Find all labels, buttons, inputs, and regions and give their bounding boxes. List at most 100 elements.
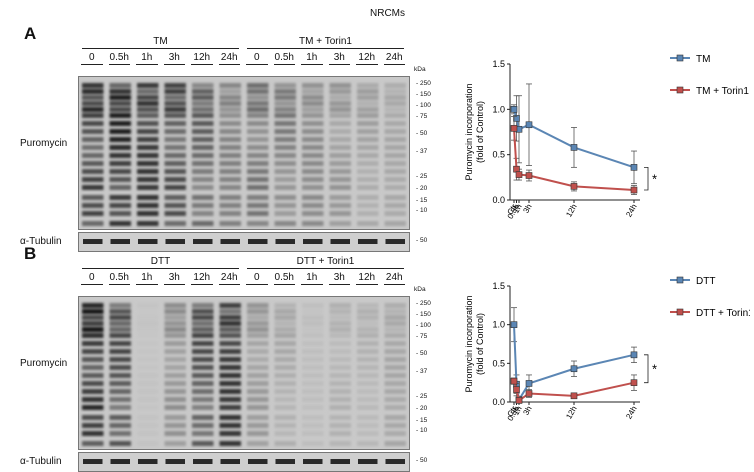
blot-band [302,381,324,386]
blot-band [302,95,324,100]
blot-band [164,83,186,88]
blot-band [137,381,159,386]
blot-band [219,185,241,190]
blot-band [192,121,214,126]
blot-band [247,431,269,436]
blot-band [302,321,324,326]
blot-band [219,101,241,106]
blot-band [274,389,296,394]
blot-band [247,397,269,402]
row-label: Puromycin [20,138,68,149]
blot-band [219,381,241,386]
blot-band [384,185,406,190]
blot-band [192,153,214,158]
blot-band [302,129,324,134]
tubulin-band [248,459,268,464]
lane-label: 0.5h [109,272,129,283]
blot-band [137,333,159,338]
blot-band [192,327,214,332]
y-tick-label: 1.5 [492,59,505,69]
blot-band [247,177,269,182]
data-point [515,397,523,404]
legend-label: DTT + Torin1 [696,308,750,319]
blot-band [247,365,269,370]
blot-band [274,203,296,208]
blot-band [219,95,241,100]
blot-band [192,113,214,118]
blot-band [274,405,296,410]
blot-band [302,211,324,216]
blot-band [247,161,269,166]
lane-underline [81,64,103,65]
blot-band [219,145,241,150]
group-underline [82,268,239,269]
blot-band [164,321,186,326]
blot-band [329,211,351,216]
significance-star: * [652,362,657,377]
blot-band [329,321,351,326]
lane-label: 24h [220,272,238,283]
blot-band [384,211,406,216]
blot-band [109,211,131,216]
blot-band [247,129,269,134]
blot-band [164,431,186,436]
blot-band [109,309,131,314]
lane-label: 1h [141,52,153,63]
blot-band [137,203,159,208]
blot-band [274,349,296,354]
blot-band [274,357,296,362]
blot-band [384,177,406,182]
blot-band [219,211,241,216]
blot-band [247,211,269,216]
y-tick-label: 1.5 [492,281,505,291]
blot-band [219,177,241,182]
blot-band [82,169,104,174]
blot-band [329,161,351,166]
blot-band [109,185,131,190]
blot-band [82,357,104,362]
blot-band [329,373,351,378]
blot-band [274,153,296,158]
blot-band [247,101,269,106]
blot-band [137,373,159,378]
blot-band [329,137,351,142]
blot-band [384,95,406,100]
blot-band [192,221,214,226]
blot-band [109,381,131,386]
group-underline [82,48,239,49]
blot-band [82,415,104,420]
blot-band [357,365,379,370]
blot-band [137,89,159,94]
blot-band [219,373,241,378]
blot-band [164,333,186,338]
kda-marker: - 50 [416,457,428,464]
blot-band [302,431,324,436]
blot-band [137,349,159,354]
blot-band [192,83,214,88]
blot-band [109,101,131,106]
blot-band [384,381,406,386]
blot-band [219,389,241,394]
blot-band [274,423,296,428]
blot-band [357,153,379,158]
blot-band [274,121,296,126]
blot-band [247,415,269,420]
blot-band [302,89,324,94]
blot-band [192,397,214,402]
blot-band [164,397,186,402]
lane-underline [191,64,213,65]
blot-band [302,405,324,410]
blot-band [164,405,186,410]
blot-band [302,101,324,106]
blot-band [219,83,241,88]
blot-band [274,221,296,226]
blot-band [357,211,379,216]
blot-band [164,137,186,142]
blot-band [192,89,214,94]
blot-band [357,221,379,226]
blot-band [329,357,351,362]
blot-band [329,415,351,420]
blot-band [164,415,186,420]
blot-band [302,309,324,314]
blot-band [274,83,296,88]
